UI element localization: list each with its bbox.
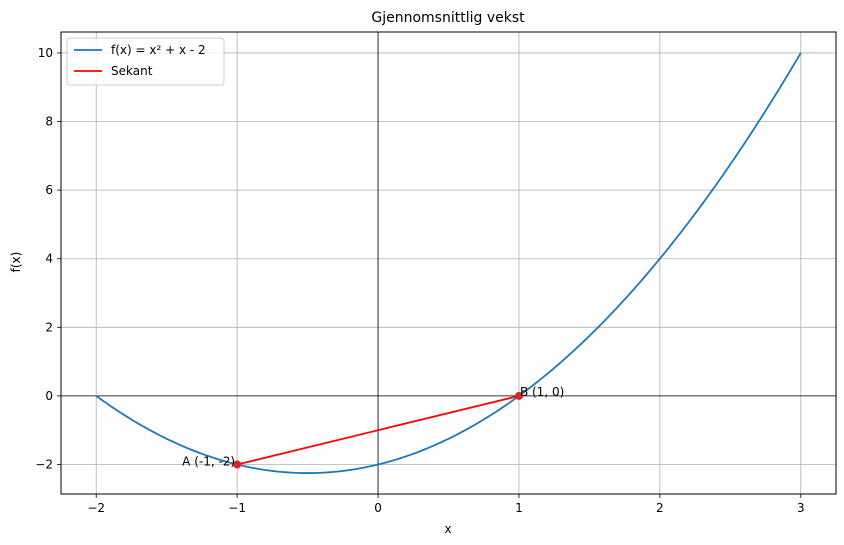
chart-title: Gjennomsnittlig vekst [371,10,525,26]
point-marker [233,460,242,469]
point-label: B (1, 0) [520,385,564,399]
x-tick-label: 3 [797,501,805,515]
legend-label-secant: Sekant [111,64,153,78]
y-axis-label: f(x) [9,252,23,273]
x-tick-label: 2 [656,501,664,515]
legend-frame [66,37,225,86]
y-axis-ticks: −2 0 2 4 6 8 10 [35,46,61,472]
points-layer: A (-1, -2) B (1, 0) [182,385,564,469]
y-tick-label: 2 [45,320,53,334]
legend: f(x) = x² + x - 2 Sekant [66,37,225,86]
function-curve [95,52,802,474]
plot-frame [60,31,837,495]
series-layer [95,52,802,474]
y-tick-label: −2 [35,458,53,472]
x-tick-label: 1 [515,501,523,515]
x-tick-label: −2 [87,501,105,515]
y-tick-label: 8 [45,115,53,129]
point-marker [514,391,523,400]
y-tick-label: 10 [38,46,53,60]
y-tick-label: 6 [45,183,53,197]
point-label: A (-1, -2) [182,455,235,469]
y-tick-label: 4 [45,252,53,266]
x-axis-label: x [444,522,451,536]
x-axis-ticks: −2 −1 0 1 2 3 [87,494,805,515]
reference-lines [61,32,836,494]
legend-label-function: f(x) = x² + x - 2 [111,43,206,57]
x-tick-label: −1 [228,501,246,515]
y-tick-label: 0 [45,389,53,403]
x-tick-label: 0 [374,501,382,515]
secant-line [236,395,520,466]
